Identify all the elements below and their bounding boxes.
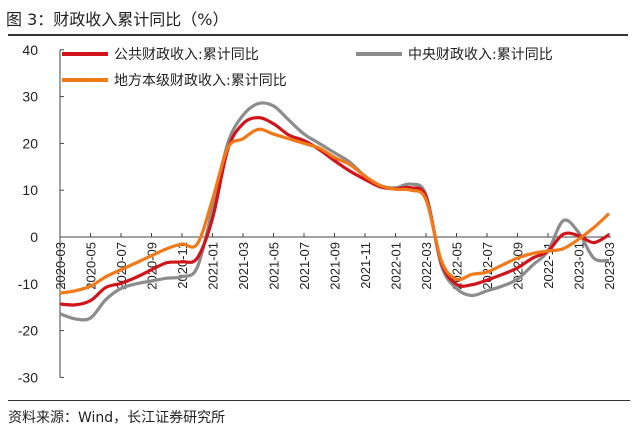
series-line-1 [59, 101, 610, 322]
x-tick-label: 2020-05 [84, 242, 99, 290]
y-tick-label: -10 [18, 276, 38, 292]
x-tick-label: 2023-01 [572, 242, 587, 290]
legend-label-2: 地方本级财政收入:累计同比 [114, 73, 287, 89]
y-axis: 40 30 20 10 0 -10 -20 -30 [18, 42, 64, 385]
x-tick-label: 2020-11 [175, 242, 190, 289]
x-tick-label: 2021-11 [358, 242, 373, 289]
series-line-2 [59, 127, 611, 295]
top-rule [8, 34, 628, 36]
y-tick-label: -20 [18, 323, 38, 339]
legend-label-0: 公共财政收入:累计同比 [114, 47, 259, 63]
x-tick-label: 2021-03 [236, 242, 251, 290]
x-tick-label: 2021-01 [206, 242, 221, 290]
x-tick-label: 2022-01 [389, 242, 404, 290]
bottom-rule [8, 400, 630, 401]
x-tick-label: 2021-05 [267, 242, 282, 290]
y-tick-label: 40 [22, 42, 38, 58]
x-tick-label: 2020-03 [53, 242, 68, 290]
x-tick-label: 2021-07 [297, 242, 312, 290]
y-tick-label: -30 [18, 369, 38, 385]
source-note: 资料来源：Wind，长江证券研究所 [8, 410, 226, 426]
series-line-0 [59, 116, 610, 307]
y-tick-label: 30 [22, 89, 38, 105]
x-tick-label: 2020-07 [114, 242, 129, 290]
x-tick-label: 2022-03 [419, 242, 434, 290]
y-tick-label: 20 [22, 135, 38, 151]
x-tick-label: 2021-09 [328, 242, 343, 290]
y-tick-label: 0 [30, 229, 38, 245]
legend-label-1: 中央财政收入:累计同比 [408, 47, 553, 63]
figure-title: 图 3：财政收入累计同比（%） [6, 10, 229, 29]
x-tick-label: 2023-03 [602, 242, 617, 290]
series-lines [59, 101, 611, 322]
y-tick-label: 10 [22, 182, 38, 198]
